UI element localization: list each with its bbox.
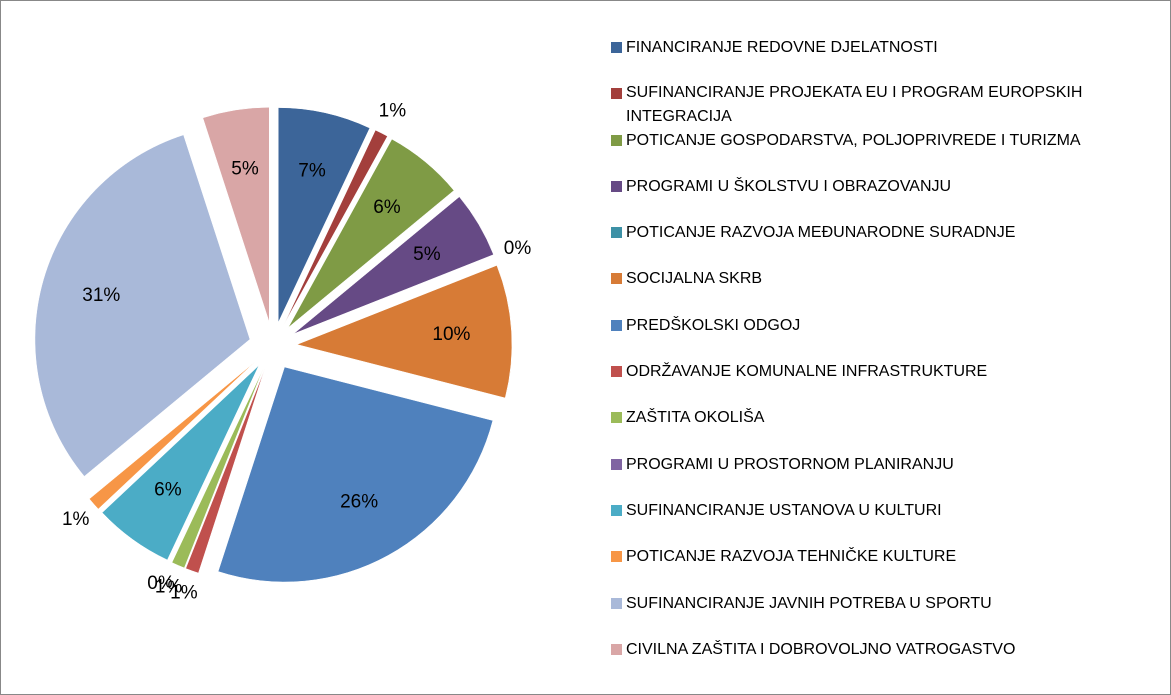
legend-item: PROGRAMI U PROSTORNOM PLANIRANJU xyxy=(611,452,1141,498)
pie-slice xyxy=(101,365,260,561)
legend-swatch xyxy=(611,551,622,563)
pie-slice xyxy=(288,138,455,328)
legend-label: CIVILNA ZAŠTITA I DOBROVOLJNO VATROGASTV… xyxy=(626,640,1016,658)
data-label: 5% xyxy=(231,158,259,179)
data-label: 1% xyxy=(379,101,407,122)
legend-label: SUFINANCIRANJE PROJEKATA EU I PROGRAM EU… xyxy=(626,84,1083,126)
legend-label: ODRŽAVANJE KOMUNALNE INFRASTRUKTURE xyxy=(626,363,988,381)
legend-item: SUFINANCIRANJE JAVNIH POTREBA U SPORTU xyxy=(611,591,1141,637)
legend-label: PREDŠKOLSKI ODGOJ xyxy=(626,316,801,334)
legend-item: ODRŽAVANJE KOMUNALNE INFRASTRUKTURE xyxy=(611,359,1141,405)
data-label: 0% xyxy=(504,238,532,259)
legend-item: ZAŠTITA OKOLIŠA xyxy=(611,405,1141,451)
legend-swatch xyxy=(611,227,622,239)
data-label: 1% xyxy=(170,582,198,603)
pie-slice xyxy=(293,196,494,335)
legend-item: PREDŠKOLSKI ODGOJ xyxy=(611,313,1141,359)
legend-label: POTICANJE RAZVOJA TEHNIČKE KULTURE xyxy=(626,548,957,566)
pie-slice xyxy=(185,368,266,574)
pie-slice xyxy=(171,367,264,569)
legend-swatch xyxy=(611,134,622,146)
legend-item: SUFINANCIRANJE PROJEKATA EU I PROGRAM EU… xyxy=(611,81,1141,127)
legend-item: FINANCIRANJE REDOVNE DJELATNOSTI xyxy=(611,35,1141,81)
legend-swatch xyxy=(611,319,622,331)
pie-slice xyxy=(202,107,270,323)
legend: FINANCIRANJE REDOVNE DJELATNOSTI SUFINANC… xyxy=(611,35,1141,683)
pie-slice xyxy=(283,129,388,325)
legend-swatch xyxy=(611,504,622,516)
legend-swatch xyxy=(611,88,622,100)
legend-label: POTICANJE GOSPODARSTVA, POLJOPRIVREDE I … xyxy=(626,131,1081,149)
data-label: 5% xyxy=(413,244,441,265)
legend-item: POTICANJE GOSPODARSTVA, POLJOPRIVREDE I … xyxy=(611,128,1141,174)
legend-label: PROGRAMI U ŠKOLSTVU I OBRAZOVANJU xyxy=(626,177,952,195)
legend-swatch xyxy=(611,458,622,470)
data-label: 31% xyxy=(82,285,120,306)
legend-item: POTICANJE RAZVOJA TEHNIČKE KULTURE xyxy=(611,544,1141,590)
data-label: 1% xyxy=(155,576,183,597)
legend-item: SOCIJALNA SKRB xyxy=(611,266,1141,312)
legend-label: FINANCIRANJE REDOVNE DJELATNOSTI xyxy=(626,39,938,56)
legend-swatch xyxy=(611,366,622,378)
data-label: 10% xyxy=(432,324,470,345)
pie-slice xyxy=(34,134,251,477)
legend-item: SUFINANCIRANJE USTANOVA U KULTURI xyxy=(611,498,1141,544)
pie-slice xyxy=(217,366,494,583)
legend-label: SUFINANCIRANJE JAVNIH POTREBA U SPORTU xyxy=(626,594,992,612)
data-label: 6% xyxy=(154,480,182,501)
pie-area: 7%1%6%5% 0%10%26%1%1%0%6%1%31%5% xyxy=(34,101,532,603)
legend-item: PROGRAMI U ŠKOLSTVU I OBRAZOVANJU xyxy=(611,174,1141,220)
legend-label: POTICANJE RAZVOJA MEĐUNARODNE SURADNJE xyxy=(626,224,1016,242)
pie-slice xyxy=(277,107,371,323)
legend-swatch xyxy=(611,180,622,192)
legend-swatch xyxy=(611,643,622,655)
legend-label: PROGRAMI U PROSTORNOM PLANIRANJU xyxy=(626,455,954,473)
legend-label: SOCIJALNA SKRB xyxy=(626,270,763,288)
pie-slice xyxy=(296,265,513,399)
data-label: 1% xyxy=(62,509,90,530)
legend-label: ZAŠTITA OKOLIŠA xyxy=(626,409,765,427)
legend-swatch xyxy=(611,412,622,424)
legend-label: SUFINANCIRANJE USTANOVA U KULTURI xyxy=(626,501,942,519)
legend-swatch xyxy=(611,273,622,285)
legend-item: CIVILNA ZAŠTITA I DOBROVOLJNO VATROGASTV… xyxy=(611,637,1141,683)
data-label: 0% xyxy=(147,573,175,594)
legend-swatch xyxy=(611,597,622,609)
legend-item: POTICANJE RAZVOJA MEĐUNARODNE SURADNJE xyxy=(611,220,1141,266)
data-label: 26% xyxy=(340,492,378,513)
legend-swatch xyxy=(611,42,622,53)
data-label: 7% xyxy=(298,161,326,182)
data-label: 6% xyxy=(373,197,401,218)
pie-slice xyxy=(88,361,256,510)
